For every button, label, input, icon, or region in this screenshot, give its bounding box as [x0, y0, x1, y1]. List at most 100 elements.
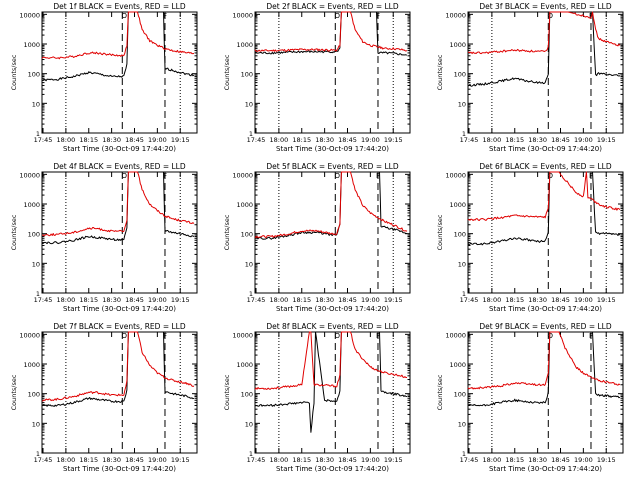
- panel-8-ytick-label: 1: [249, 450, 253, 458]
- panel-2-frame: [254, 11, 411, 134]
- panel-4-ytick-label: 1000: [23, 201, 40, 209]
- panel-3-xtick-label: 18:15: [505, 136, 524, 144]
- panel-3-xtick-label: 18:00: [483, 136, 502, 144]
- panel-5-frame: [254, 171, 411, 294]
- panel-1-ytick-label: 100: [28, 71, 40, 79]
- panel-5-xtick-label: 18:45: [338, 296, 357, 304]
- panel-2-xtick-label: 19:00: [361, 136, 380, 144]
- panel-7-xtick-label: 18:45: [125, 456, 144, 464]
- panel-5-xtick-label: 18:00: [270, 296, 289, 304]
- panel-2-xtick-label: 18:15: [292, 136, 311, 144]
- panel-3-xlabel: Start Time (30-Oct-09 17:44:20): [489, 145, 602, 153]
- panel-5-ytick-label: 10000: [232, 171, 253, 179]
- panel-5-marker-o: O: [335, 172, 341, 180]
- panel-6-ytick-label: 1: [462, 290, 466, 298]
- panel-8-ytick-label: 10000: [232, 331, 253, 339]
- panel-6-xtick-label: 18:00: [483, 296, 502, 304]
- panel-4-ylabel: Counts/sec: [10, 214, 18, 250]
- panel-7-series-events: [41, 331, 195, 407]
- panel-2-marker-f: F: [376, 12, 380, 20]
- panel-3-series-lld: [467, 11, 621, 55]
- panel-5-series-events: [254, 171, 408, 240]
- panel-5-xtick-label: 17:45: [247, 296, 266, 304]
- panel-8-xtick-label: 18:00: [270, 456, 289, 464]
- panel-7-ytick-label: 10000: [19, 331, 40, 339]
- panel-3-xtick-label: 18:45: [551, 136, 570, 144]
- panel-2-ytick-label: 1000: [236, 41, 253, 49]
- panel-5-title: Det 5f BLACK = Events, RED = LLD: [266, 162, 399, 171]
- panel-1-xtick-label: 18:30: [102, 136, 121, 144]
- panel-6-xtick-label: 18:45: [551, 296, 570, 304]
- panel-7-xtick-label: 17:45: [34, 456, 53, 464]
- panel-6-marker-o: O: [548, 172, 554, 180]
- panel-3-xtick-label: 19:00: [574, 136, 593, 144]
- panel-4-series-lld: [41, 171, 195, 237]
- panel-7-xtick-label: 19:15: [171, 456, 190, 464]
- panel-5-xtick-label: 19:15: [384, 296, 403, 304]
- panel-3-ytick-label: 1: [462, 130, 466, 138]
- panel-8-marker-o: O: [335, 332, 341, 340]
- panel-5-series-lld: [254, 171, 408, 239]
- panel-7-xtick-label: 18:15: [79, 456, 98, 464]
- panel-6-xtick-label: 17:45: [460, 296, 479, 304]
- panel-2-series-events: [254, 11, 408, 56]
- panel-3-xtick-label: 19:15: [597, 136, 616, 144]
- panel-6-xtick-label: 19:00: [574, 296, 593, 304]
- panel-8-ytick-label: 100: [241, 391, 253, 399]
- panel-7-ylabel: Counts/sec: [10, 374, 18, 410]
- panel-8-series-lld: [254, 331, 407, 390]
- panel-1-frame: [41, 11, 198, 134]
- panel-7-xtick-label: 19:00: [148, 456, 167, 464]
- panel-2-ytick-label: 10000: [232, 11, 253, 19]
- panel-6-ylabel: Counts/sec: [436, 214, 444, 250]
- panel-8-xtick-label: 19:00: [361, 456, 380, 464]
- panel-9-xtick-label: 19:15: [597, 456, 616, 464]
- panel-6-marker-f: F: [589, 172, 593, 180]
- panel-8-xtick-label: 18:45: [338, 456, 357, 464]
- panel-7-marker-o: O: [122, 332, 128, 340]
- panel-7-frame: [41, 331, 198, 454]
- panel-4-xtick-label: 19:15: [171, 296, 190, 304]
- panel-9-ytick-label: 10: [458, 420, 466, 428]
- panel-9-title: Det 9f BLACK = Events, RED = LLD: [479, 322, 612, 331]
- panel-9-xtick-label: 19:00: [574, 456, 593, 464]
- panel-8-marker-f: F: [376, 332, 380, 340]
- panel-4-ytick-label: 10: [32, 260, 40, 268]
- panel-2-ylabel: Counts/sec: [223, 54, 231, 90]
- panel-4-series-events: [41, 171, 195, 245]
- panel-9-xtick-label: 18:45: [551, 456, 570, 464]
- panel-2-ytick-label: 100: [241, 71, 253, 79]
- panel-2-series-lld: [254, 11, 408, 52]
- panel-8-ytick-label: 10: [245, 420, 253, 428]
- panel-7-xtick-label: 18:00: [57, 456, 76, 464]
- panel-6-series-events: [467, 171, 621, 246]
- panel-2-xtick-label: 18:30: [315, 136, 334, 144]
- panel-4-ytick-label: 10000: [19, 171, 40, 179]
- panel-6-xtick-label: 18:30: [528, 296, 547, 304]
- panel-3-ytick-label: 1000: [449, 41, 466, 49]
- panel-2-marker-o: O: [335, 12, 341, 20]
- panel-4-xtick-label: 18:45: [125, 296, 144, 304]
- panel-6-ytick-label: 10000: [445, 171, 466, 179]
- panel-6-frame: [467, 171, 624, 294]
- panel-6-ytick-label: 1000: [449, 201, 466, 209]
- panel-6-xlabel: Start Time (30-Oct-09 17:44:20): [489, 305, 602, 313]
- panel-7-ytick-label: 100: [28, 391, 40, 399]
- panel-1-xtick-label: 19:00: [148, 136, 167, 144]
- panel-9-xtick-label: 17:45: [460, 456, 479, 464]
- panel-2-ytick-label: 1: [249, 130, 253, 138]
- panel-1-title: Det 1f BLACK = Events, RED = LLD: [53, 2, 186, 11]
- panel-3-frame: [467, 11, 624, 134]
- panel-6-xtick-label: 19:15: [597, 296, 616, 304]
- panel-9-xtick-label: 18:15: [505, 456, 524, 464]
- panel-4-marker-o: O: [122, 172, 128, 180]
- panel-2-xtick-label: 18:45: [338, 136, 357, 144]
- panel-4-marker-f: F: [163, 172, 167, 180]
- panel-5-xlabel: Start Time (30-Oct-09 17:44:20): [276, 305, 389, 313]
- panel-1-xtick-label: 19:15: [171, 136, 190, 144]
- panel-5-xtick-label: 18:15: [292, 296, 311, 304]
- panel-9-ytick-label: 1: [462, 450, 466, 458]
- panel-4-xtick-label: 18:30: [102, 296, 121, 304]
- panel-9-ytick-label: 1000: [449, 361, 466, 369]
- panel-7-ytick-label: 1000: [23, 361, 40, 369]
